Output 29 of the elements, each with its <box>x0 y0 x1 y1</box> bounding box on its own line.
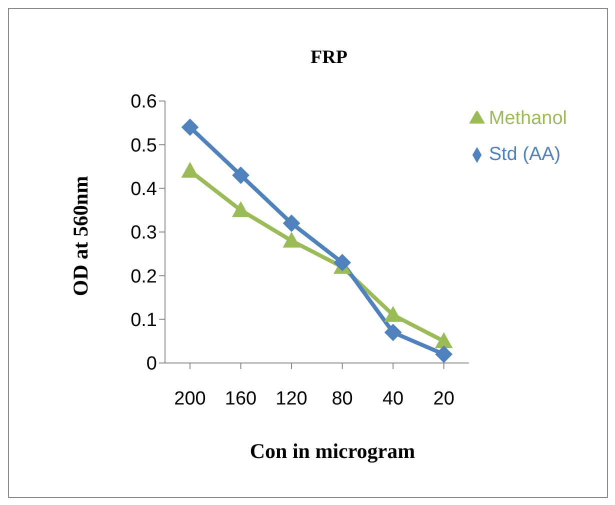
point <box>232 166 250 184</box>
x-tick-label: 80 <box>332 388 353 410</box>
point <box>283 232 300 248</box>
x-tick-label: 20 <box>433 388 454 410</box>
y-tick-label: 0.5 <box>130 135 157 156</box>
y-tick-label: 0.4 <box>130 179 158 200</box>
x-tick-label: 40 <box>382 388 404 410</box>
x-axis-title: Con in microgram <box>248 439 416 464</box>
y-tick-label: 0.3 <box>130 222 157 244</box>
point <box>232 202 250 218</box>
point <box>384 306 402 322</box>
x-tick-label: 120 <box>276 388 308 410</box>
x-tick-label: 160 <box>224 388 257 410</box>
y-axis-title: OD at 560nm <box>68 176 94 296</box>
y-tick-label: 0.2 <box>130 266 157 288</box>
point <box>435 332 452 348</box>
legend-label: Methanol <box>488 108 567 129</box>
legend-label: Std (AA) <box>488 144 561 165</box>
point <box>182 118 198 136</box>
point <box>435 346 452 363</box>
point <box>384 324 402 341</box>
y-tick-label: 0 <box>146 354 157 375</box>
point <box>334 254 351 272</box>
y-tick-label: 0.1 <box>130 310 157 332</box>
x-tick-label: 200 <box>174 388 206 410</box>
point <box>182 162 198 178</box>
chart-title: FRP <box>310 47 348 69</box>
y-tick-label: 0.6 <box>130 92 157 113</box>
point <box>283 214 300 232</box>
